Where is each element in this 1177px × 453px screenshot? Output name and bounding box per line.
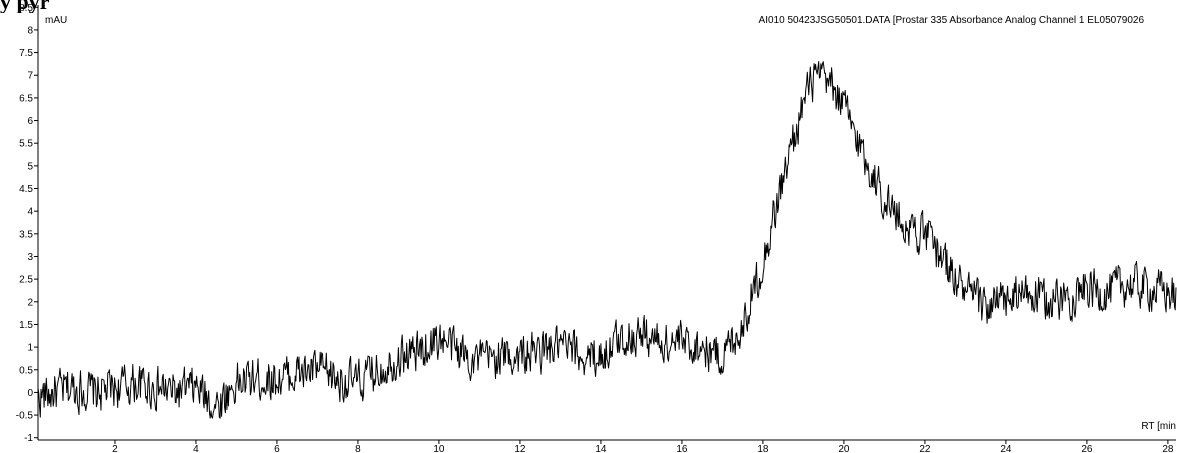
y-tick-label: 3.5 — [19, 229, 33, 240]
y-axis: -1 -0.5 0 0.5 1 1.5 2 2.5 3 3.5 4 4.5 5 5.5 6 6.5 7 7.5 8 8… — [16, 3, 39, 444]
y-tick-label: -0.5 — [16, 411, 34, 422]
x-tick-label: 8 — [355, 444, 361, 453]
x-tick-label: 10 — [433, 444, 445, 453]
chart-title: AI010 50423JSG50501.DATA [Prostar 335 Ab… — [759, 15, 1145, 26]
y-tick-label: 6.5 — [19, 93, 33, 104]
x-axis-label: RT [min — [1141, 421, 1176, 432]
x-tick-label: 24 — [1000, 444, 1012, 453]
x-tick-label: 4 — [193, 444, 199, 453]
y-tick-label: 3 — [27, 252, 33, 263]
y-axis-label: mAU — [45, 15, 67, 26]
y-tick-label: 7 — [27, 71, 33, 82]
y-tick-label: 5.5 — [19, 139, 33, 150]
y-tick-label: 8.5 — [19, 3, 33, 14]
y-tick-label: 1.5 — [19, 320, 33, 331]
x-tick-label: 12 — [514, 444, 526, 453]
y-tick-label: 0 — [27, 388, 33, 399]
series-line — [37, 61, 1177, 419]
y-tick-label: 2 — [27, 297, 33, 308]
y-tick-label: 7.5 — [19, 48, 33, 59]
x-tick-label: 20 — [838, 444, 850, 453]
x-tick-label: 22 — [919, 444, 931, 453]
y-tick-label: -1 — [24, 433, 33, 444]
y-tick-label: 0.5 — [19, 365, 33, 376]
x-tick-label: 14 — [595, 444, 607, 453]
x-tick-label: 18 — [757, 444, 769, 453]
y-tick-label: 4 — [27, 207, 33, 218]
x-tick-label: 6 — [274, 444, 280, 453]
cropped-heading-text: y pyr — [0, 0, 50, 13]
x-tick-label: 28 — [1162, 444, 1174, 453]
x-axis: 2 4 6 8 10 12 14 16 18 20 22 24 26 28 — [38, 439, 1176, 453]
y-tick-label: 5 — [27, 161, 33, 172]
x-axis-ticks: 2 4 6 8 10 12 14 16 18 20 22 24 26 28 — [112, 440, 1174, 453]
y-tick-label: 1 — [27, 343, 33, 354]
x-tick-label: 16 — [676, 444, 688, 453]
y-tick-label: 2.5 — [19, 275, 33, 286]
y-tick-label: 6 — [27, 116, 33, 127]
x-tick-label: 2 — [112, 444, 118, 453]
y-axis-ticks: -1 -0.5 0 0.5 1 1.5 2 2.5 3 3.5 4 4.5 5 5.5 6 6.5 7 7.5 8 8… — [16, 3, 38, 444]
y-tick-label: 4.5 — [19, 184, 33, 195]
y-tick-label: 8 — [27, 25, 33, 36]
x-tick-label: 26 — [1081, 444, 1093, 453]
